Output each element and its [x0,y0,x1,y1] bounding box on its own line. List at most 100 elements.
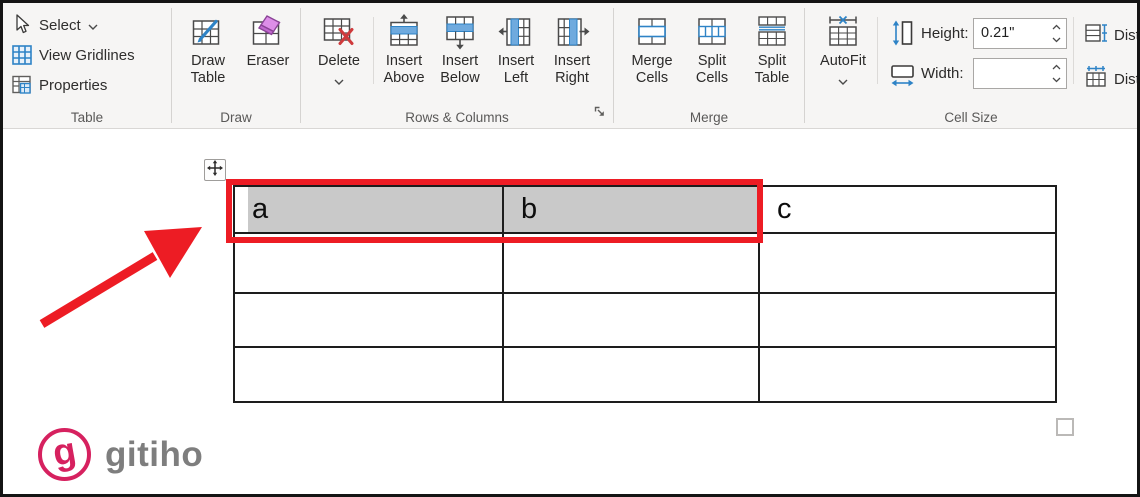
ribbon-group-cell-size: AutoFit Height: [805,3,1137,128]
column-width-icon [888,58,918,88]
insert-right-label: Insert Right [553,53,591,86]
table-cell[interactable] [502,346,760,403]
ribbon-group-table: Select View Gridlines Properties Table [3,3,171,128]
view-gridlines-icon [12,45,32,65]
move-cross-icon [207,159,223,181]
table-cell-a[interactable]: a [233,185,504,234]
properties-button[interactable]: Properties [12,70,171,100]
split-cells-button[interactable]: Split Cells [684,9,740,108]
insert-below-icon [442,11,478,53]
draw-group-label: Draw [220,110,252,125]
row-height-icon [888,18,918,48]
eraser-icon [250,11,286,53]
table-cell-b[interactable]: b [502,185,760,234]
insert-below-button[interactable]: Insert Below [432,9,488,108]
table-cell[interactable] [758,232,1057,294]
split-cells-icon [694,11,730,53]
table-header-row: a b c [233,185,1057,234]
group-divider [300,8,301,123]
width-input[interactable] [974,59,1040,87]
ribbon-group-draw: Draw Table Eraser Draw [172,3,300,128]
dialog-launcher-icon[interactable] [593,105,607,124]
spinner-up-icon[interactable] [1052,24,1061,30]
height-row: Height: [888,15,1067,51]
autofit-icon [825,11,861,53]
selection-highlight-rectangle [226,179,763,243]
insert-right-button[interactable]: Insert Right [544,9,600,108]
select-label: Select [39,16,81,34]
width-spinbox [973,57,1067,89]
split-table-icon [754,11,790,53]
eraser-button[interactable]: Eraser [240,9,296,108]
distribute-rows-label: Distrib [1114,26,1137,44]
ribbon-table-layout: Select View Gridlines Properties Table [3,3,1137,129]
insert-above-button[interactable]: Insert Above [376,9,432,108]
insert-left-icon [498,11,534,53]
draw-table-button[interactable]: Draw Table [180,9,236,108]
cursor-select-icon [12,14,32,36]
ribbon-group-merge: Merge Cells Split Cells Split Table Merg… [614,3,804,128]
view-gridlines-label: View Gridlines [39,46,135,64]
table-row [233,292,1057,348]
logo-initial: g [49,428,80,474]
table-cell[interactable] [233,346,504,403]
rows-columns-group-label: Rows & Columns [405,110,509,125]
table-cell[interactable] [758,346,1057,403]
merge-cells-label: Merge Cells [631,53,673,86]
autofit-button[interactable]: AutoFit [811,9,875,108]
split-table-button[interactable]: Split Table [744,9,800,108]
sub-divider [1073,17,1074,84]
distribute-rows-button[interactable]: Distrib [1084,21,1137,49]
gitiho-logo-mark: g [38,428,91,481]
split-table-label: Split Table [754,53,790,86]
merge-cells-button[interactable]: Merge Cells [624,9,680,108]
table-row [233,232,1057,294]
table-cell[interactable] [758,292,1057,348]
insert-left-label: Insert Left [497,53,535,86]
table-cell[interactable] [233,292,504,348]
insert-right-icon [554,11,590,53]
insert-left-button[interactable]: Insert Left [488,9,544,108]
sub-divider [877,17,878,84]
table-cell[interactable] [502,292,760,348]
height-label: Height: [921,24,969,42]
table-move-handle[interactable] [204,159,226,181]
split-cells-label: Split Cells [695,53,729,86]
height-spinbox [973,17,1067,49]
distribute-rows-icon [1084,21,1108,49]
select-button[interactable]: Select [12,10,171,40]
distribute-columns-label: Distrib [1114,70,1137,88]
cell-size-group-label: Cell Size [944,110,998,125]
table-resize-handle[interactable] [1056,418,1074,436]
group-divider [804,8,805,123]
view-gridlines-button[interactable]: View Gridlines [12,40,171,70]
delete-button[interactable]: Delete [307,9,371,108]
document-canvas: a b c g gitiho [3,129,1137,494]
table-cell-c[interactable]: c [758,185,1057,234]
width-row: Width: [888,55,1067,91]
group-divider [171,8,172,123]
eraser-label: Eraser [246,53,290,69]
width-label: Width: [921,64,964,82]
insert-above-label: Insert Above [383,53,425,86]
word-table: a b c [233,185,1057,403]
chevron-down-icon [334,73,344,90]
delete-label: Delete [318,53,360,69]
height-input[interactable] [974,19,1040,47]
merge-cells-icon [634,11,670,53]
ribbon-group-rows-columns: Delete Insert Above Insert Below [301,3,613,128]
spinner-down-icon[interactable] [1052,37,1061,43]
insert-below-label: Insert Below [440,53,480,86]
gitiho-logo: g gitiho [38,428,203,481]
sub-divider [373,17,374,84]
spinner-up-icon[interactable] [1052,64,1061,70]
autofit-label: AutoFit [820,53,866,69]
insert-above-icon [386,11,422,53]
distribute-columns-button[interactable]: Distrib [1084,65,1137,93]
delete-table-icon [321,11,357,53]
spinner-down-icon[interactable] [1052,77,1061,83]
chevron-down-icon [88,17,98,34]
table-properties-icon [12,75,32,95]
logo-text: gitiho [105,434,204,474]
